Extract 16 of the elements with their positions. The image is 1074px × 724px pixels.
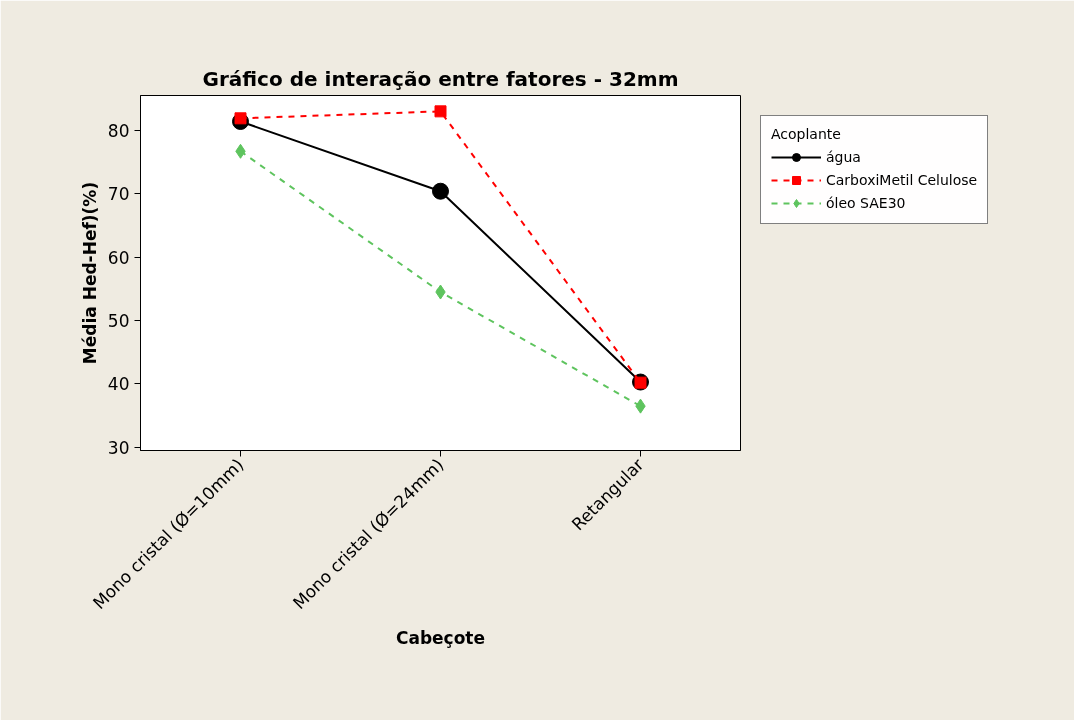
legend-label: CarboxiMetil Celulose <box>826 172 978 188</box>
y-tick-label: 60 <box>107 247 130 268</box>
y-tick-label: 70 <box>107 184 130 205</box>
y-tick-label: 30 <box>107 437 130 458</box>
y-tick-label: 50 <box>107 311 130 332</box>
point <box>234 112 247 125</box>
point <box>432 182 449 200</box>
legend-label: água <box>826 149 861 165</box>
x-axis-title: Cabeçote <box>395 628 486 649</box>
chart-title: Gráfico de interação entre fatores - 32mm <box>202 66 679 91</box>
y-tick-label: 40 <box>107 374 130 395</box>
y-tick-label: 80 <box>107 120 130 141</box>
point <box>434 105 447 118</box>
y-axis-title: Média Hed-Hef)(%) <box>79 181 100 365</box>
legend-title: Acoplante <box>771 126 842 142</box>
legend-label: óleo SAE30 <box>826 195 906 211</box>
